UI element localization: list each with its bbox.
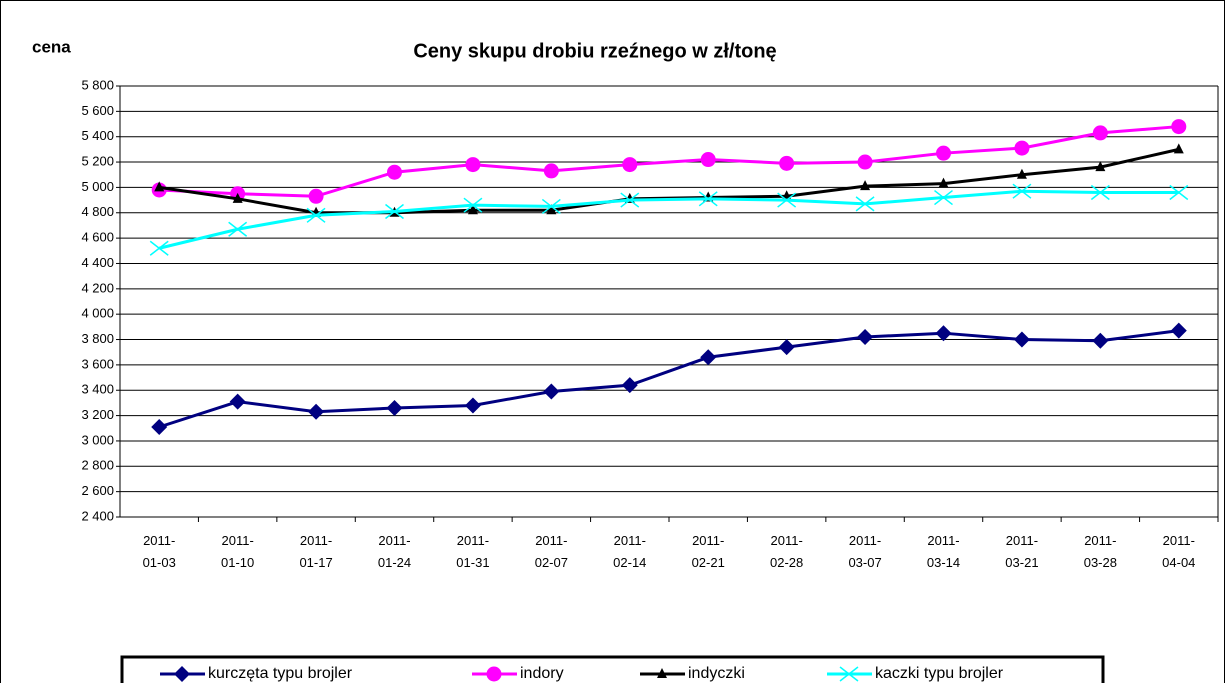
marker bbox=[698, 191, 718, 207]
marker bbox=[1016, 168, 1027, 179]
marker bbox=[1090, 184, 1110, 201]
legend-box bbox=[120, 655, 1105, 683]
legend-label: indyczki bbox=[688, 665, 745, 682]
marker bbox=[777, 192, 797, 208]
y-tick-label: 5 000 bbox=[81, 179, 114, 194]
marker bbox=[936, 145, 951, 161]
marker bbox=[232, 192, 243, 203]
marker bbox=[778, 339, 795, 356]
y-tick-label: 2 800 bbox=[81, 458, 114, 473]
marker bbox=[308, 403, 325, 420]
marker bbox=[1014, 140, 1030, 156]
marker bbox=[385, 203, 404, 220]
marker bbox=[700, 349, 717, 366]
marker bbox=[465, 157, 481, 173]
y-tick-label: 2 600 bbox=[81, 483, 114, 498]
marker bbox=[1013, 331, 1030, 348]
series-line bbox=[158, 147, 1180, 215]
legend-label: kurczęta typu brojler bbox=[208, 665, 353, 682]
marker bbox=[1092, 332, 1109, 349]
marker bbox=[541, 198, 561, 215]
marker bbox=[855, 196, 875, 212]
y-tick-label: 5 200 bbox=[81, 153, 114, 168]
marker bbox=[1171, 119, 1187, 135]
y-tick-label: 4 200 bbox=[81, 280, 114, 295]
marker bbox=[486, 666, 502, 682]
marker bbox=[700, 152, 716, 168]
marker bbox=[857, 328, 874, 345]
x-tick-label: 2011-04-04 bbox=[1162, 533, 1195, 570]
marker bbox=[657, 668, 667, 678]
y-tick-label: 3 600 bbox=[81, 356, 114, 371]
marker bbox=[839, 666, 859, 682]
marker bbox=[151, 418, 168, 435]
y-tick-label: 3 200 bbox=[81, 407, 114, 422]
series-line bbox=[158, 329, 1179, 429]
marker bbox=[154, 181, 165, 192]
y-tick-label: 4 600 bbox=[81, 230, 114, 245]
marker bbox=[935, 325, 952, 342]
legend-label: indory bbox=[520, 665, 564, 682]
chart-title: Ceny skupu drobiu rzeźnego w zł/tonę bbox=[413, 40, 776, 62]
marker bbox=[546, 204, 557, 215]
y-tick-label: 5 800 bbox=[81, 77, 114, 92]
marker bbox=[463, 197, 483, 213]
y-tick-label: 4 400 bbox=[81, 255, 114, 270]
y-tick-label: 3 000 bbox=[81, 432, 114, 447]
x-tick-label: 2011-01-24 bbox=[378, 533, 411, 570]
y-tick-label: 3 800 bbox=[81, 331, 114, 346]
x-tick-label: 2011-02-28 bbox=[770, 533, 803, 570]
marker bbox=[860, 180, 871, 191]
y-tick-label: 5 600 bbox=[81, 103, 114, 118]
marker bbox=[467, 204, 478, 215]
y-tick-label: 4 800 bbox=[81, 204, 114, 219]
marker bbox=[779, 155, 795, 171]
y-tick-label: 3 400 bbox=[81, 382, 114, 397]
marker bbox=[1095, 161, 1106, 172]
x-tick-label: 2011-02-21 bbox=[692, 533, 725, 570]
x-tick-label: 2011-01-03 bbox=[143, 533, 176, 570]
x-tick-label: 2011-03-14 bbox=[927, 533, 960, 570]
marker bbox=[464, 397, 481, 414]
x-tick-label: 2011-01-10 bbox=[221, 533, 254, 570]
marker bbox=[621, 377, 638, 394]
marker bbox=[229, 393, 246, 410]
y-tick-label: 2 400 bbox=[81, 508, 114, 523]
marker bbox=[620, 192, 640, 208]
series-line bbox=[158, 189, 1179, 250]
marker bbox=[543, 383, 560, 400]
x-tick-label: 2011-01-17 bbox=[299, 533, 332, 570]
marker bbox=[543, 163, 559, 179]
marker bbox=[174, 666, 190, 682]
marker bbox=[1170, 322, 1187, 339]
marker bbox=[228, 221, 248, 237]
y-axis-label: cena bbox=[32, 37, 71, 56]
y-tick-label: 4 000 bbox=[81, 306, 114, 321]
x-tick-label: 2011-02-14 bbox=[613, 533, 646, 570]
marker bbox=[386, 399, 403, 416]
marker bbox=[308, 188, 324, 204]
x-tick-label: 2011-03-21 bbox=[1005, 533, 1038, 570]
marker bbox=[149, 240, 169, 256]
marker bbox=[857, 154, 873, 170]
y-tick-label: 5 400 bbox=[81, 128, 114, 143]
series-line bbox=[159, 125, 1179, 198]
legend-label: kaczki typu brojler bbox=[875, 665, 1004, 682]
marker bbox=[1173, 143, 1184, 154]
marker bbox=[622, 157, 638, 173]
marker bbox=[387, 164, 402, 180]
x-tick-label: 2011-02-07 bbox=[535, 533, 568, 570]
marker bbox=[306, 207, 326, 223]
x-tick-label: 2011-03-28 bbox=[1084, 533, 1117, 570]
marker bbox=[1092, 125, 1108, 141]
x-tick-label: 2011-01-31 bbox=[456, 533, 489, 570]
marker bbox=[1012, 183, 1032, 199]
x-tick-label: 2011-03-07 bbox=[848, 533, 881, 570]
marker bbox=[934, 189, 953, 206]
marker bbox=[1169, 184, 1189, 201]
marker bbox=[938, 177, 949, 188]
